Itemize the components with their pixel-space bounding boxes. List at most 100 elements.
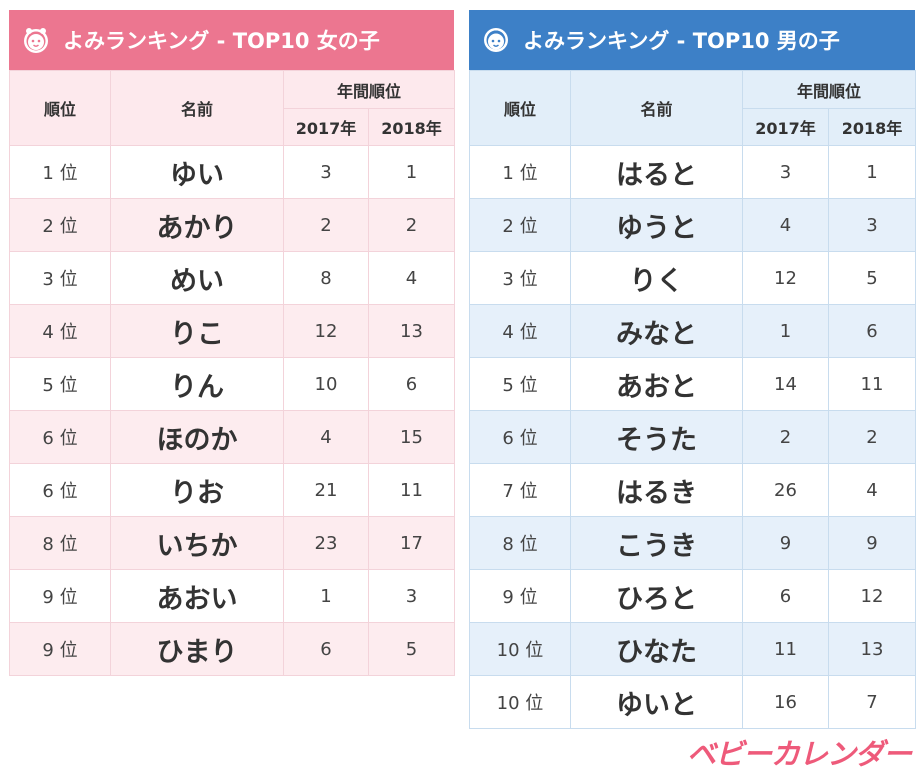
boys-ranking-table: 順位 名前 年間順位 2017年 2018年 1 位はると 3 1 2 位ゆうと 4 3 3… <box>469 70 917 729</box>
rank-cell: 5 位 <box>9 357 111 411</box>
rank-2018-cell: 7 <box>827 675 917 729</box>
name-cell: こうき <box>570 516 743 570</box>
name-cell: ゆい <box>110 145 284 199</box>
rank-2018-cell: 4 <box>827 463 917 517</box>
year-2017-header: 2017年 <box>283 108 369 146</box>
rank-2018-cell: 12 <box>827 569 917 623</box>
table-row: 6 位ほのか 4 15 <box>9 410 456 464</box>
rank-2017-cell: 8 <box>283 251 369 305</box>
rank-2017-cell: 23 <box>283 516 369 570</box>
name-cell: あかり <box>110 198 284 252</box>
rank-2017-cell: 11 <box>742 622 829 676</box>
rank-2018-cell: 13 <box>827 622 917 676</box>
year-2017-header: 2017年 <box>742 108 829 146</box>
rank-cell: 9 位 <box>9 622 111 676</box>
rank-2018-cell: 11 <box>367 463 456 517</box>
name-cell: あおと <box>570 357 743 411</box>
rank-cell: 4 位 <box>469 304 571 358</box>
rank-2018-cell: 17 <box>367 516 456 570</box>
table-row: 3 位めい 8 4 <box>9 251 456 305</box>
name-column-header: 名前 <box>570 70 743 146</box>
rank-cell: 2 位 <box>9 198 111 252</box>
rank-2017-cell: 6 <box>283 622 369 676</box>
name-cell: りく <box>570 251 743 305</box>
rank-2018-cell: 15 <box>367 410 456 464</box>
girls-table-body: 1 位ゆい 3 1 2 位あかり 2 2 3 位めい 8 4 4 位りこ 12 13 5 位りん 10 6 6… <box>9 145 456 676</box>
name-cell: みなと <box>570 304 743 358</box>
rank-2018-cell: 4 <box>367 251 456 305</box>
rank-cell: 6 位 <box>9 463 111 517</box>
table-row: 4 位みなと 1 6 <box>469 304 917 358</box>
rank-2018-cell: 6 <box>827 304 917 358</box>
rank-2017-cell: 21 <box>283 463 369 517</box>
annual-rank-header: 年間順位 <box>282 70 456 109</box>
rank-column-header: 順位 <box>469 70 571 146</box>
rank-2017-cell: 2 <box>742 410 829 464</box>
table-row: 5 位あおと 14 11 <box>469 357 917 411</box>
table-row: 8 位いちか 23 17 <box>9 516 456 570</box>
name-cell: ひまり <box>110 622 284 676</box>
rank-2018-cell: 3 <box>367 569 456 623</box>
rank-column-header: 順位 <box>9 70 111 146</box>
rank-2018-cell: 5 <box>827 251 917 305</box>
rank-2018-cell: 2 <box>367 198 456 252</box>
rank-cell: 10 位 <box>469 675 571 729</box>
rank-2018-cell: 1 <box>367 145 456 199</box>
rank-2018-cell: 6 <box>367 357 456 411</box>
boys-panel-header: よみランキング - TOP10 男の子 <box>469 10 915 70</box>
rank-cell: 5 位 <box>469 357 571 411</box>
girls-panel-header: よみランキング - TOP10 女の子 <box>9 10 454 70</box>
rank-2017-cell: 12 <box>742 251 829 305</box>
year-2018-header: 2018年 <box>367 108 456 146</box>
rank-2018-cell: 2 <box>827 410 917 464</box>
name-cell: そうた <box>570 410 743 464</box>
table-row: 2 位あかり 2 2 <box>9 198 456 252</box>
year-2018-header: 2018年 <box>827 108 917 146</box>
boys-table-body: 1 位はると 3 1 2 位ゆうと 4 3 3 位りく 12 5 4 位みなと 1 6 5 位あおと 14… <box>469 145 917 729</box>
name-cell: りん <box>110 357 284 411</box>
table-row: 1 位はると 3 1 <box>469 145 917 199</box>
rank-2018-cell: 11 <box>827 357 917 411</box>
girl-face-icon <box>24 28 48 53</box>
rank-2017-cell: 26 <box>742 463 829 517</box>
rank-2017-cell: 10 <box>283 357 369 411</box>
table-row: 9 位あおい 1 3 <box>9 569 456 623</box>
name-cell: あおい <box>110 569 284 623</box>
name-cell: はると <box>570 145 743 199</box>
rank-cell: 9 位 <box>9 569 111 623</box>
table-row: 8 位こうき 9 9 <box>469 516 917 570</box>
rank-2017-cell: 3 <box>283 145 369 199</box>
table-row: 4 位りこ 12 13 <box>9 304 456 358</box>
name-cell: いちか <box>110 516 284 570</box>
rank-cell: 4 位 <box>9 304 111 358</box>
name-cell: ゆうと <box>570 198 743 252</box>
rank-2017-cell: 1 <box>742 304 829 358</box>
table-row: 2 位ゆうと 4 3 <box>469 198 917 252</box>
rank-2017-cell: 1 <box>283 569 369 623</box>
girls-ranking-panel: よみランキング - TOP10 女の子 順位 名前 年間順位 2017年 201… <box>9 10 456 676</box>
rank-2017-cell: 3 <box>742 145 829 199</box>
rank-cell: 6 位 <box>9 410 111 464</box>
rank-cell: 8 位 <box>469 516 571 570</box>
table-row: 6 位そうた 2 2 <box>469 410 917 464</box>
rank-2018-cell: 9 <box>827 516 917 570</box>
boys-panel-title: よみランキング - TOP10 男の子 <box>523 29 840 53</box>
rank-2017-cell: 12 <box>283 304 369 358</box>
rank-2017-cell: 14 <box>742 357 829 411</box>
rank-cell: 8 位 <box>9 516 111 570</box>
name-cell: ひろと <box>570 569 743 623</box>
rank-2017-cell: 4 <box>742 198 829 252</box>
rank-2018-cell: 5 <box>367 622 456 676</box>
table-row: 7 位はるき 26 4 <box>469 463 917 517</box>
rank-2018-cell: 3 <box>827 198 917 252</box>
table-row: 1 位ゆい 3 1 <box>9 145 456 199</box>
rank-cell: 10 位 <box>469 622 571 676</box>
table-row: 10 位ゆいと 16 7 <box>469 675 917 729</box>
table-row: 10 位ひなた 11 13 <box>469 622 917 676</box>
name-cell: めい <box>110 251 284 305</box>
rank-2017-cell: 6 <box>742 569 829 623</box>
name-cell: りお <box>110 463 284 517</box>
name-cell: りこ <box>110 304 284 358</box>
baby-calendar-logo: ベビーカレンダー <box>686 737 912 771</box>
name-cell: ひなた <box>570 622 743 676</box>
